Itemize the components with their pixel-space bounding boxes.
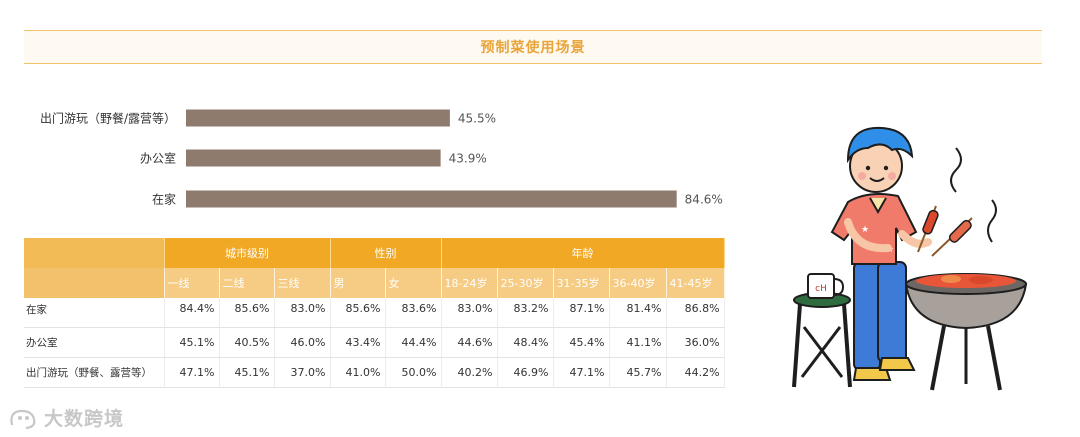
row-label: 办公室: [24, 327, 165, 358]
column-header: 男: [330, 268, 386, 298]
table-cell: 87.1%: [553, 298, 610, 328]
bar-label-outing: 出门游玩（野餐/露营等）: [40, 111, 176, 126]
column-header: 31-35岁: [553, 268, 610, 298]
grill-icon: [904, 273, 1028, 391]
table-cell: 45.7%: [609, 357, 667, 388]
logo-icon: [10, 409, 36, 429]
table-cell: 45.4%: [553, 327, 610, 358]
table-cell: 84.4%: [164, 298, 220, 328]
bar-home: [186, 190, 677, 208]
table-cell: 83.6%: [385, 298, 442, 328]
mug-icon: cH: [807, 273, 845, 299]
group-header: 性别: [330, 238, 442, 268]
chart-title: 预制菜使用场景: [480, 40, 586, 56]
watermark-text: 大数跨境: [44, 408, 125, 430]
mug-text: cH: [815, 284, 827, 294]
table-cell: 86.8%: [666, 298, 725, 328]
table-row: 办公室 45.1% 40.5% 46.0% 43.4% 44.4% 44.6% 48.4% 45…: [24, 327, 725, 358]
table-cell: 47.1%: [553, 357, 610, 388]
column-header: 36-40岁: [609, 268, 667, 298]
row-label: 在家: [24, 298, 165, 328]
table-cell: 48.4%: [497, 327, 554, 358]
table-cell: 85.6%: [330, 298, 386, 328]
table-cell: 41.1%: [609, 327, 667, 358]
table-cell: 40.5%: [219, 327, 275, 358]
column-header: 18-24岁: [441, 268, 498, 298]
table-cell: 44.6%: [441, 327, 498, 358]
bar-office: [186, 149, 441, 167]
table-cell: 83.0%: [274, 298, 331, 328]
bar-outing: [186, 109, 450, 127]
table-cell: 81.4%: [609, 298, 667, 328]
group-header: [24, 238, 165, 268]
bar-label-office: 办公室: [140, 151, 176, 166]
bbq-illustration: cH ★ ★: [792, 126, 1028, 391]
bar-value-outing: 45.5%: [458, 112, 496, 126]
table-cell: 41.0%: [330, 357, 386, 388]
watermark: 大数跨境: [8, 404, 124, 431]
person-icon: ★ ★: [830, 126, 932, 381]
stool-icon: [792, 292, 852, 388]
table-cell: 46.0%: [274, 327, 331, 358]
scenario-table: 城市级别 性别 年龄一线 二线 三线男女 18-24岁 25-30岁 31-35岁 36-40岁…: [24, 238, 725, 388]
table-cell: 40.2%: [441, 357, 498, 388]
table-cell: 44.4%: [385, 327, 442, 358]
table-cell: 44.2%: [666, 357, 725, 388]
group-header: 城市级别: [164, 238, 331, 268]
table-cell: 47.1%: [164, 357, 220, 388]
table-cell: 45.1%: [164, 327, 220, 358]
skewer-icon: [917, 147, 997, 257]
column-header: 41-45岁: [666, 268, 725, 298]
table-cell: 85.6%: [219, 298, 275, 328]
column-header: 一线: [164, 268, 220, 298]
table-cell: 37.0%: [274, 357, 331, 388]
bar-chart: 出门游玩（野餐/露营等） 45.5% 办公室 43.9% 在家 84.6%: [40, 109, 723, 208]
table-cell: 45.1%: [219, 357, 275, 388]
group-header: 年龄: [441, 238, 725, 268]
table-cell: 50.0%: [385, 357, 442, 388]
bar-label-home: 在家: [152, 192, 176, 207]
table-cell: 36.0%: [666, 327, 725, 358]
table-cell: 83.2%: [497, 298, 554, 328]
column-header: 三线: [274, 268, 331, 298]
column-header: 女: [385, 268, 442, 298]
bar-value-office: 43.9%: [449, 152, 487, 166]
chart-title-bar: 预制菜使用场景: [24, 30, 1042, 64]
table-cell: 83.0%: [441, 298, 498, 328]
table-cell: 46.9%: [497, 357, 554, 388]
column-header: [24, 268, 165, 298]
table-cell: 43.4%: [330, 327, 386, 358]
table-row: 在家 84.4% 85.6% 83.0% 85.6% 83.6% 83.0% 83.2% 87.…: [24, 298, 725, 328]
svg-text:★: ★: [861, 225, 869, 235]
row-label: 出门游玩（野餐、露营等）: [24, 357, 165, 388]
data-table: 城市级别 性别 年龄一线 二线 三线男女 18-24岁 25-30岁 31-35岁 36-40岁…: [24, 238, 725, 388]
column-header: 二线: [219, 268, 275, 298]
bar-value-home: 84.6%: [685, 193, 723, 207]
table-row: 出门游玩（野餐、露营等） 47.1% 45.1% 37.0% 41.0% 50.0% 40.…: [24, 357, 725, 388]
column-header: 25-30岁: [497, 268, 554, 298]
